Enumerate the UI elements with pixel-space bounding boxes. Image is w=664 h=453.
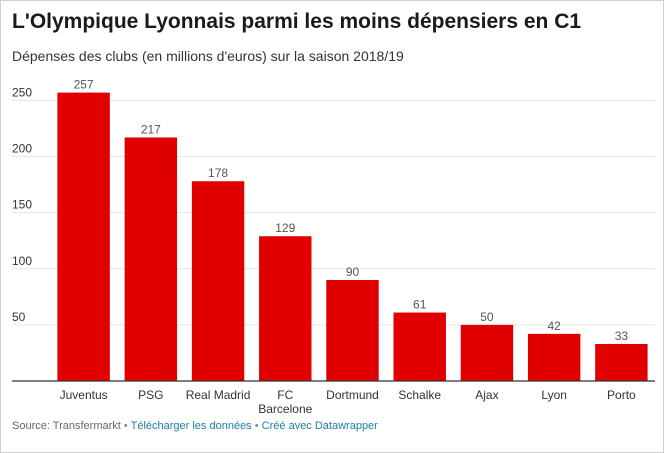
data-label: 217 — [141, 122, 161, 136]
bar — [595, 343, 648, 381]
data-label: 129 — [275, 221, 295, 235]
data-label: 50 — [480, 310, 494, 324]
source-text: Source: Transfermarkt — [12, 420, 121, 432]
footer-separator: • — [254, 420, 259, 432]
x-tick-label: Dortmund — [326, 388, 379, 402]
bar-chart: 50 100 150 200 250 257 Juventus 217 PSG 178 Real M… — [12, 78, 655, 416]
made-with-datawrapper-link[interactable]: Créé avec Datawrapper — [261, 420, 378, 432]
bar — [259, 236, 312, 381]
data-label: 90 — [346, 265, 360, 279]
bar — [393, 312, 446, 381]
x-tick-label: Porto — [607, 388, 636, 402]
y-tick-label: 50 — [12, 310, 26, 324]
data-label: 61 — [413, 298, 427, 312]
x-tick-label: FC — [277, 388, 293, 402]
data-label: 257 — [74, 78, 94, 92]
x-tick-label: Barcelone — [258, 402, 312, 416]
y-tick-label: 250 — [12, 85, 32, 99]
bar — [527, 333, 581, 381]
x-tick-label: PSG — [138, 388, 163, 402]
bar — [460, 324, 514, 381]
x-tick-label: Ajax — [475, 388, 498, 402]
footer: Source: Transfermarkt • Télécharger les … — [12, 420, 378, 432]
footer-separator: • — [123, 420, 128, 432]
x-tick-label: Real Madrid — [186, 388, 251, 402]
chart-subtitle: Dépenses des clubs (en millions d'euros)… — [12, 48, 404, 64]
y-tick-label: 150 — [12, 198, 32, 212]
data-label: 33 — [615, 329, 629, 343]
x-tick-label: Schalke — [398, 388, 441, 402]
bar — [124, 137, 178, 381]
y-tick-label: 200 — [12, 142, 32, 156]
data-label: 42 — [547, 319, 561, 333]
y-tick-label: 100 — [12, 254, 32, 268]
x-tick-label: Juventus — [60, 388, 108, 402]
bar — [57, 92, 110, 381]
chart-title: L'Olympique Lyonnais parmi les moins dép… — [12, 10, 582, 33]
bar — [326, 280, 379, 381]
data-label: 178 — [208, 166, 228, 180]
x-tick-label: Lyon — [541, 388, 567, 402]
download-data-link[interactable]: Télécharger les données — [130, 420, 252, 432]
bar — [191, 181, 245, 381]
